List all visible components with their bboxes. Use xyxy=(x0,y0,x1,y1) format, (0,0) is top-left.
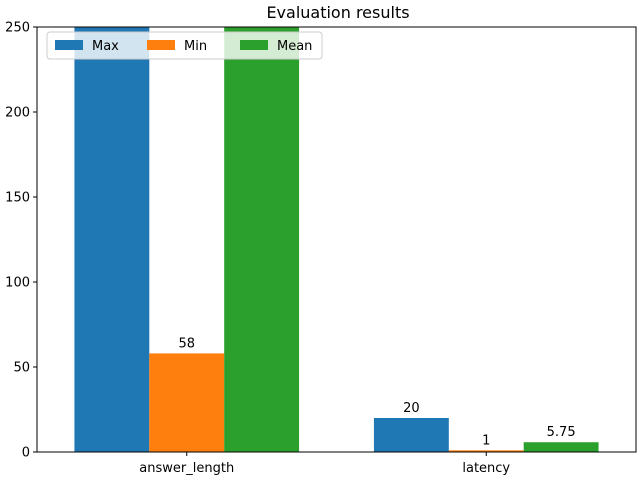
bar-mean-latency xyxy=(523,442,599,452)
bar-min-latency xyxy=(448,450,524,452)
y-tick-label: 150 xyxy=(5,191,30,206)
chart-title: Evaluation results xyxy=(266,3,409,22)
y-tick-label: 50 xyxy=(13,361,30,376)
bar-max-latency xyxy=(373,418,449,452)
legend: Max Min Mean xyxy=(46,31,323,60)
legend-label-mean: Mean xyxy=(277,39,312,54)
legend-box xyxy=(46,31,323,60)
y-tick-label: 0 xyxy=(22,446,30,461)
bar-max-answer-length xyxy=(74,27,150,452)
legend-label-max: Max xyxy=(92,39,119,54)
bar-label-mean-latency: 5.75 xyxy=(547,425,576,440)
bars-layer xyxy=(74,27,599,452)
x-tick-label-latency: latency xyxy=(462,461,510,476)
bar-min-answer-length xyxy=(149,353,225,452)
legend-swatch-mean xyxy=(240,40,268,50)
bar-mean-answer-length xyxy=(224,27,300,452)
bar-label-max-latency: 20 xyxy=(403,401,420,416)
y-tick-label: 200 xyxy=(5,106,30,121)
y-tick-label: 100 xyxy=(5,276,30,291)
legend-swatch-min xyxy=(147,40,175,50)
x-tick-label-answer-length: answer_length xyxy=(139,461,234,476)
bar-label-min-answer-length: 58 xyxy=(178,336,195,351)
legend-label-min: Min xyxy=(184,39,207,54)
y-tick-label: 250 xyxy=(5,21,30,36)
axes-layer: 0 50 100 150 200 250 answer_length latency xyxy=(5,21,637,476)
bar-label-min-latency: 1 xyxy=(482,433,490,448)
plot-frame xyxy=(36,26,637,453)
bar-labels-layer: 20 58 1 5.75 xyxy=(178,336,575,448)
legend-swatch-max xyxy=(55,40,83,50)
